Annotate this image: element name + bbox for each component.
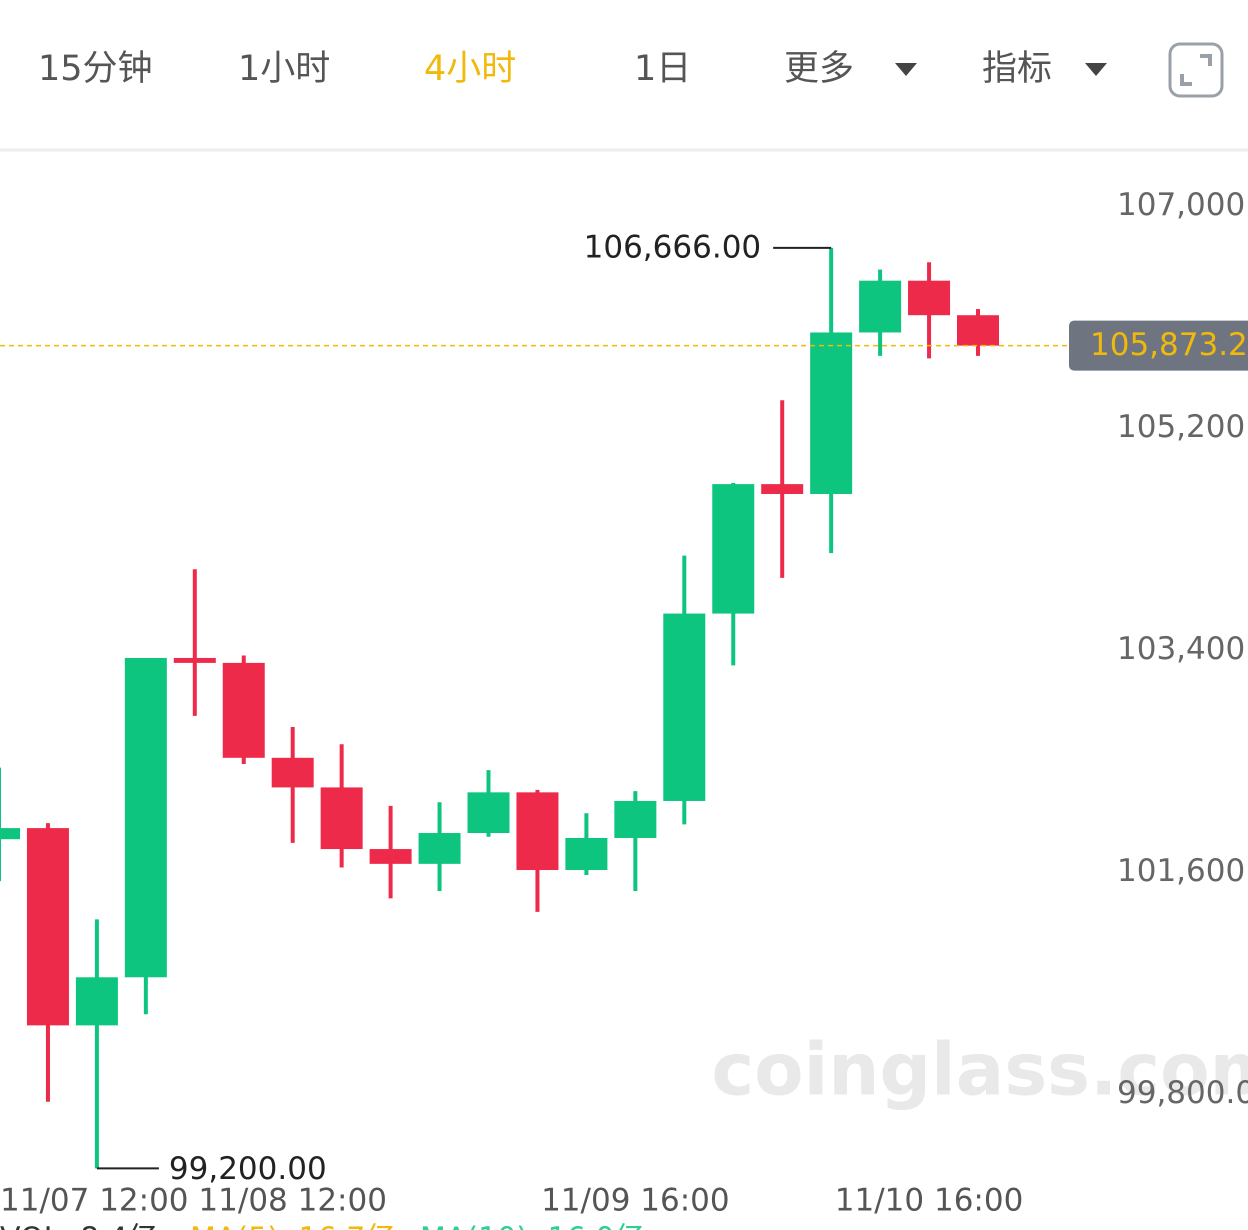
candle-body [957,315,999,346]
candle-body [810,332,853,494]
x-tick-label: 11/07 12:00 [0,1183,189,1219]
candle-body [614,800,657,838]
candle-body [467,792,510,834]
x-tick-label: 11/10 16:00 [835,1183,1024,1219]
indicator-label: MA(5): 16.7亿 [190,1222,395,1230]
tab[interactable]: 1小时 [238,49,330,89]
candle-body [369,849,412,864]
y-tick-label: 103,400.00 [1117,631,1248,667]
tab[interactable]: 更多 [784,49,854,89]
candle-body [761,484,804,494]
candle-body [565,837,608,871]
candle-body [26,828,69,1026]
tab[interactable]: 指标 [982,49,1052,89]
x-tick-label: 11/08 12:00 [198,1183,387,1219]
dropdown-arrow[interactable] [895,63,917,76]
header [0,42,1248,152]
indicator-label: VOL: 8.4亿 [0,1222,158,1230]
candle-body [418,833,461,864]
annotation-label: 106,666.00 [584,229,762,265]
icon-corner [1180,74,1192,86]
tab[interactable]: 1日 [634,49,691,89]
last-price-label: 105,873.2 [1090,327,1248,363]
y-tick-label: 105,200.00 [1117,409,1248,445]
candle-body [908,280,951,316]
candle-body [516,792,559,871]
candle-body [663,613,706,801]
dropdown-arrow[interactable] [1085,63,1107,76]
fullscreen-button[interactable] [1168,42,1224,98]
candle-body [222,662,265,758]
tab[interactable]: 4小时 [424,49,516,89]
candle-body [124,657,167,978]
icon-corner [1200,54,1212,66]
annotation-label: 99,200.00 [169,1151,327,1187]
candle-body [173,657,216,663]
candle-body [0,828,20,840]
candle-body [712,484,755,614]
last-price-box[interactable] [1069,320,1248,371]
candle-body [320,787,363,850]
watermark: coinglass.com [711,1028,1248,1112]
tab[interactable]: 15分钟 [38,49,153,89]
candle-body [271,757,314,788]
indicator-label: MA(10): 16.0亿 [420,1222,644,1230]
x-tick-label: 11/09 16:00 [541,1183,730,1219]
candle-body [859,280,902,333]
y-tick-label: 99,800.00 [1117,1075,1248,1111]
candle-body [75,977,118,1026]
y-tick-label: 107,000.00 [1117,187,1248,223]
y-tick-label: 101,600.00 [1117,853,1248,889]
